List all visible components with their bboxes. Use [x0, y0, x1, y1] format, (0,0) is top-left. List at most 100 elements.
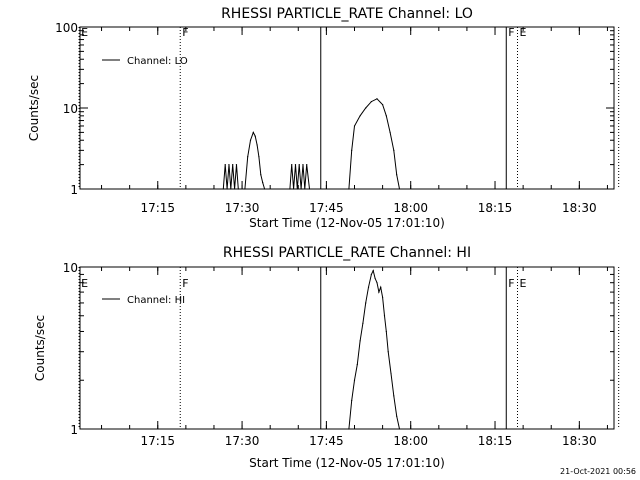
- data-point: [362, 322, 364, 324]
- legend: Channel: HI: [102, 295, 185, 306]
- data-point: [353, 125, 356, 127]
- data-point: [291, 164, 293, 166]
- flag-label: E: [81, 277, 88, 290]
- data-point: [300, 188, 302, 190]
- x-tick-label: 17:30: [225, 201, 260, 215]
- x-tick-label: 17:45: [309, 434, 344, 448]
- flag-label: E: [81, 26, 88, 39]
- x-tick-label: 18:30: [562, 434, 597, 448]
- data-point: [376, 282, 378, 284]
- data-point: [348, 428, 350, 430]
- data-point: [396, 415, 398, 417]
- data-point: [378, 291, 380, 293]
- x-tick-label: 18:00: [393, 434, 428, 448]
- chart-title: RHESSI PARTICLE_RATE Channel: LO: [221, 6, 473, 22]
- data-point: [296, 188, 298, 190]
- y-tick-label: 100: [55, 21, 78, 35]
- data-point: [380, 286, 382, 288]
- data-point: [389, 131, 391, 133]
- data-point: [370, 100, 372, 103]
- flag-label: F: [182, 26, 188, 39]
- flag-label: E: [520, 277, 527, 290]
- data-point: [252, 131, 254, 133]
- data-point: [359, 115, 361, 117]
- data-point: [385, 115, 387, 117]
- chart-title: RHESSI PARTICLE_RATE Channel: HI: [223, 245, 471, 261]
- data-point: [398, 428, 401, 430]
- x-tick-label: 18:30: [562, 201, 597, 215]
- y-tick-label: 10: [63, 261, 78, 275]
- data-point: [383, 315, 386, 317]
- data-point: [351, 149, 353, 151]
- x-tick-label: 17:30: [225, 434, 260, 448]
- chart-panel-hi: RHESSI PARTICLE_RATE Channel: HI 17:15 17:…: [33, 245, 620, 470]
- data-point: [293, 188, 295, 190]
- data-point: [372, 270, 374, 272]
- flag-label: F: [182, 277, 188, 290]
- data-point: [244, 188, 246, 190]
- data-point: [348, 188, 350, 190]
- data-point: [258, 156, 260, 158]
- data-point: [304, 188, 306, 190]
- x-tick-label: 18:15: [478, 201, 513, 215]
- data-point: [351, 399, 353, 402]
- chart-panel-lo: RHESSI PARTICLE_RATE Channel: LO 17:15 17:…: [27, 6, 620, 230]
- data-point: [359, 340, 361, 342]
- data-point: [365, 302, 367, 304]
- data-point: [306, 164, 308, 166]
- data-point: [385, 330, 387, 333]
- data-point: [260, 174, 262, 176]
- data-point: [228, 164, 230, 166]
- data-point: [262, 181, 264, 184]
- data-point: [263, 188, 266, 190]
- data-point: [387, 351, 389, 353]
- y-tick-label: 1: [70, 423, 78, 437]
- data-point: [374, 277, 376, 280]
- data-point: [302, 164, 304, 166]
- data-point: [356, 363, 358, 366]
- data-point: [230, 188, 232, 190]
- x-tick-label: 18:00: [393, 201, 428, 215]
- data-point: [249, 139, 252, 141]
- data-point: [256, 144, 258, 146]
- x-tick-label: 17:15: [140, 201, 175, 215]
- data-point: [308, 188, 311, 190]
- data-point: [298, 164, 300, 166]
- x-axis-label: Start Time (12-Nov-05 17:01:10): [249, 216, 445, 230]
- series-line: [348, 269, 400, 430]
- data-point: [382, 104, 384, 106]
- x-tick-label: 17:45: [309, 201, 344, 215]
- footer-timestamp: 21-Oct-2021 00:56: [560, 467, 636, 476]
- flag-label: F: [508, 277, 514, 290]
- data-point: [370, 273, 372, 276]
- data-point: [232, 164, 234, 166]
- y-axis-label: Counts/sec: [33, 315, 47, 381]
- data-point: [235, 164, 238, 166]
- data-point: [222, 188, 224, 190]
- y-axis-label: Counts/sec: [27, 75, 41, 141]
- data-point: [226, 188, 228, 190]
- x-tick-label: 18:15: [478, 434, 513, 448]
- data-point: [365, 107, 367, 109]
- data-point: [382, 296, 384, 298]
- data-point: [376, 98, 378, 100]
- data-point: [233, 188, 236, 190]
- data-point: [224, 164, 226, 166]
- x-axis-label: Start Time (12-Nov-05 17:01:10): [249, 456, 445, 470]
- data-point: [247, 156, 249, 158]
- data-point: [353, 379, 356, 381]
- y-tick-label: 10: [63, 102, 78, 116]
- x-tick-label: 17:15: [140, 434, 175, 448]
- data-point: [294, 164, 297, 166]
- flag-label: F: [508, 26, 514, 39]
- data-point: [289, 188, 291, 190]
- data-point: [398, 188, 401, 190]
- data-point: [390, 372, 392, 375]
- y-tick-label: 1: [70, 183, 78, 197]
- legend-label: Channel: LO: [127, 56, 188, 67]
- data-point: [396, 174, 398, 176]
- plot-frame: [79, 266, 615, 430]
- data-point: [367, 286, 370, 288]
- data-point: [254, 135, 256, 137]
